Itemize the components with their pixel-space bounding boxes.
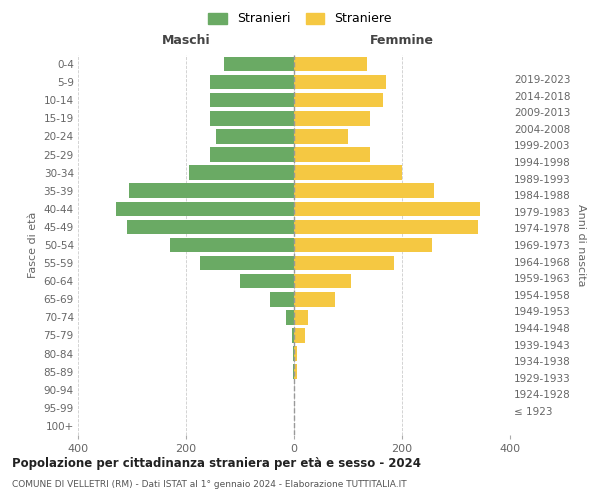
Bar	[216, 129, 294, 144]
Bar	[294, 220, 478, 234]
Y-axis label: Fasce di età: Fasce di età	[28, 212, 38, 278]
Bar	[170, 238, 294, 252]
Bar	[294, 129, 348, 144]
Bar	[211, 111, 294, 126]
Bar	[294, 256, 394, 270]
Text: Maschi: Maschi	[161, 34, 211, 48]
Bar	[199, 256, 294, 270]
Legend: Stranieri, Straniere: Stranieri, Straniere	[202, 6, 398, 32]
Bar	[211, 75, 294, 90]
Bar	[294, 57, 367, 72]
Bar	[294, 310, 308, 324]
Text: Femmine: Femmine	[370, 34, 434, 48]
Bar	[224, 57, 294, 72]
Bar	[294, 238, 432, 252]
Bar	[211, 148, 294, 162]
Y-axis label: Anni di nascita: Anni di nascita	[577, 204, 586, 286]
Bar	[294, 364, 296, 379]
Bar	[294, 148, 370, 162]
Bar	[211, 93, 294, 108]
Bar	[294, 166, 402, 180]
Bar	[292, 328, 294, 342]
Bar	[294, 328, 305, 342]
Bar	[130, 184, 294, 198]
Bar	[294, 346, 296, 361]
Bar	[294, 75, 386, 90]
Bar	[293, 346, 294, 361]
Bar	[240, 274, 294, 288]
Bar	[270, 292, 294, 306]
Bar	[294, 184, 434, 198]
Bar	[188, 166, 294, 180]
Bar	[127, 220, 294, 234]
Text: COMUNE DI VELLETRI (RM) - Dati ISTAT al 1° gennaio 2024 - Elaborazione TUTTITALI: COMUNE DI VELLETRI (RM) - Dati ISTAT al …	[12, 480, 407, 489]
Text: Popolazione per cittadinanza straniera per età e sesso - 2024: Popolazione per cittadinanza straniera p…	[12, 458, 421, 470]
Bar	[293, 364, 294, 379]
Bar	[294, 292, 335, 306]
Bar	[294, 274, 350, 288]
Bar	[286, 310, 294, 324]
Bar	[116, 202, 294, 216]
Bar	[294, 93, 383, 108]
Bar	[294, 111, 370, 126]
Bar	[294, 202, 481, 216]
